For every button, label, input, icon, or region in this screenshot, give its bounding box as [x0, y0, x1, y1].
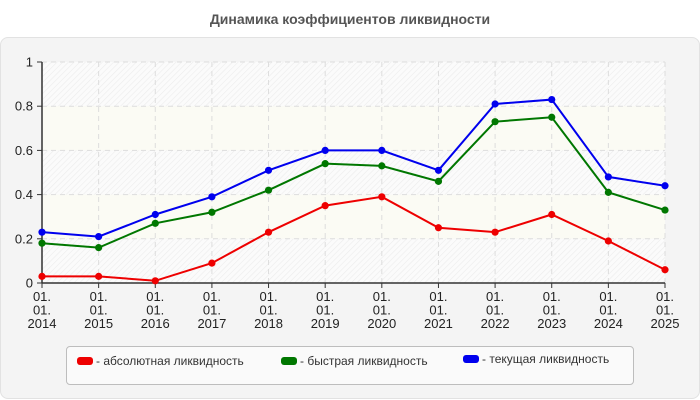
legend-swatch-green [281, 357, 297, 365]
data-point [321, 160, 329, 168]
tick-labels: 00.20.40.60.8101.01.201401.01.201501.01.… [15, 55, 680, 332]
x-tick-label: 01. [316, 289, 334, 304]
legend-swatch-red [77, 357, 93, 365]
x-tick-label: 01. [373, 289, 391, 304]
x-tick-label: 01. [486, 303, 504, 318]
x-tick-label: 01. [429, 303, 447, 318]
x-tick-label: 2022 [481, 316, 510, 331]
data-point [434, 224, 443, 232]
x-tick-label: 01. [486, 289, 504, 304]
x-tick-label: 01. [33, 303, 51, 318]
x-tick-label: 01. [543, 289, 561, 304]
legend: - абсолютная ликвидность - быстрая ликви… [66, 346, 634, 385]
series-line [42, 195, 666, 282]
x-tick-label: 01. [316, 303, 334, 318]
data-point [321, 202, 329, 210]
x-tick-label: 01. [146, 303, 164, 318]
x-tick-label: 2015 [84, 316, 113, 331]
data-point [604, 188, 612, 196]
x-tick-label: 01. [599, 303, 617, 318]
x-tick-label: 01. [429, 289, 447, 304]
data-point [604, 237, 612, 245]
x-tick-label: 01. [90, 303, 108, 318]
x-tick-label: 2025 [651, 316, 680, 331]
x-tick-label: 01. [656, 303, 674, 318]
plot-band [42, 238, 665, 283]
data-point [434, 166, 443, 174]
legend-swatch-blue [463, 355, 479, 363]
y-tick-label: 0.2 [15, 231, 33, 246]
series-line [41, 116, 666, 249]
x-tick-label: 2023 [537, 316, 566, 331]
data-series [38, 95, 669, 285]
y-tick-label: 0.4 [15, 187, 33, 202]
series-line [41, 98, 666, 238]
data-point [378, 193, 386, 201]
x-tick-label: 2014 [28, 316, 57, 331]
x-tick-label: 2024 [594, 316, 623, 331]
x-tick-label: 01. [203, 289, 221, 304]
data-point [151, 277, 159, 285]
x-tick-label: 01. [146, 289, 164, 304]
data-point [378, 162, 386, 170]
data-point [491, 100, 499, 108]
data-point [151, 210, 159, 219]
data-point [264, 186, 273, 194]
data-point [95, 244, 103, 252]
legend-label: - абсолютная ликвидность [96, 354, 244, 368]
plot-band [42, 150, 665, 195]
data-point [378, 146, 386, 154]
plot-background [42, 62, 665, 283]
chart-title: Динамика коэффициентов ликвидности [209, 11, 491, 27]
y-tick-label: 0.6 [15, 143, 33, 158]
data-point [661, 266, 669, 274]
data-point [38, 272, 46, 280]
data-point [151, 219, 159, 227]
data-point [661, 182, 669, 190]
data-point [95, 272, 103, 280]
data-point [491, 228, 499, 236]
x-tick-label: 2021 [424, 316, 453, 331]
data-point [604, 173, 612, 181]
y-tick-label: 0.8 [15, 99, 33, 114]
data-point [661, 206, 669, 214]
data-point [548, 210, 556, 219]
legend-item-current: - текущая ликвидность [463, 352, 609, 366]
data-point [208, 259, 216, 267]
legend-label: - быстрая ликвидность [300, 354, 428, 368]
x-tick-label: 01. [373, 303, 391, 318]
data-point [264, 228, 273, 236]
data-point [548, 113, 556, 121]
y-tick-label: 1 [26, 55, 33, 70]
data-point [264, 166, 273, 174]
legend-label: - текущая ликвидность [482, 352, 610, 366]
x-tick-label: 2017 [197, 316, 226, 331]
plot-band [42, 62, 665, 107]
data-point [208, 208, 216, 216]
x-tick-label: 01. [599, 289, 617, 304]
x-tick-label: 01. [90, 289, 108, 304]
data-point [208, 193, 216, 201]
data-point [321, 146, 329, 154]
data-point [38, 228, 46, 236]
data-point [491, 118, 499, 126]
x-tick-label: 2020 [367, 316, 396, 331]
x-tick-label: 01. [543, 303, 561, 318]
x-tick-label: 01. [656, 289, 674, 304]
x-tick-label: 01. [260, 303, 278, 318]
x-tick-label: 2016 [141, 316, 170, 331]
x-tick-label: 2018 [254, 316, 283, 331]
y-tick-label: 0 [26, 276, 33, 291]
x-tick-label: 01. [33, 289, 51, 304]
x-tick-label: 2019 [311, 316, 340, 331]
data-point [38, 239, 46, 247]
x-tick-label: 01. [260, 289, 278, 304]
x-tick-label: 01. [203, 303, 221, 318]
legend-item-quick: - быстрая ликвидность [281, 354, 428, 368]
legend-item-absolute: - абсолютная ликвидность [77, 354, 244, 368]
data-point [434, 177, 443, 185]
data-point [548, 95, 556, 104]
data-point [95, 232, 103, 241]
